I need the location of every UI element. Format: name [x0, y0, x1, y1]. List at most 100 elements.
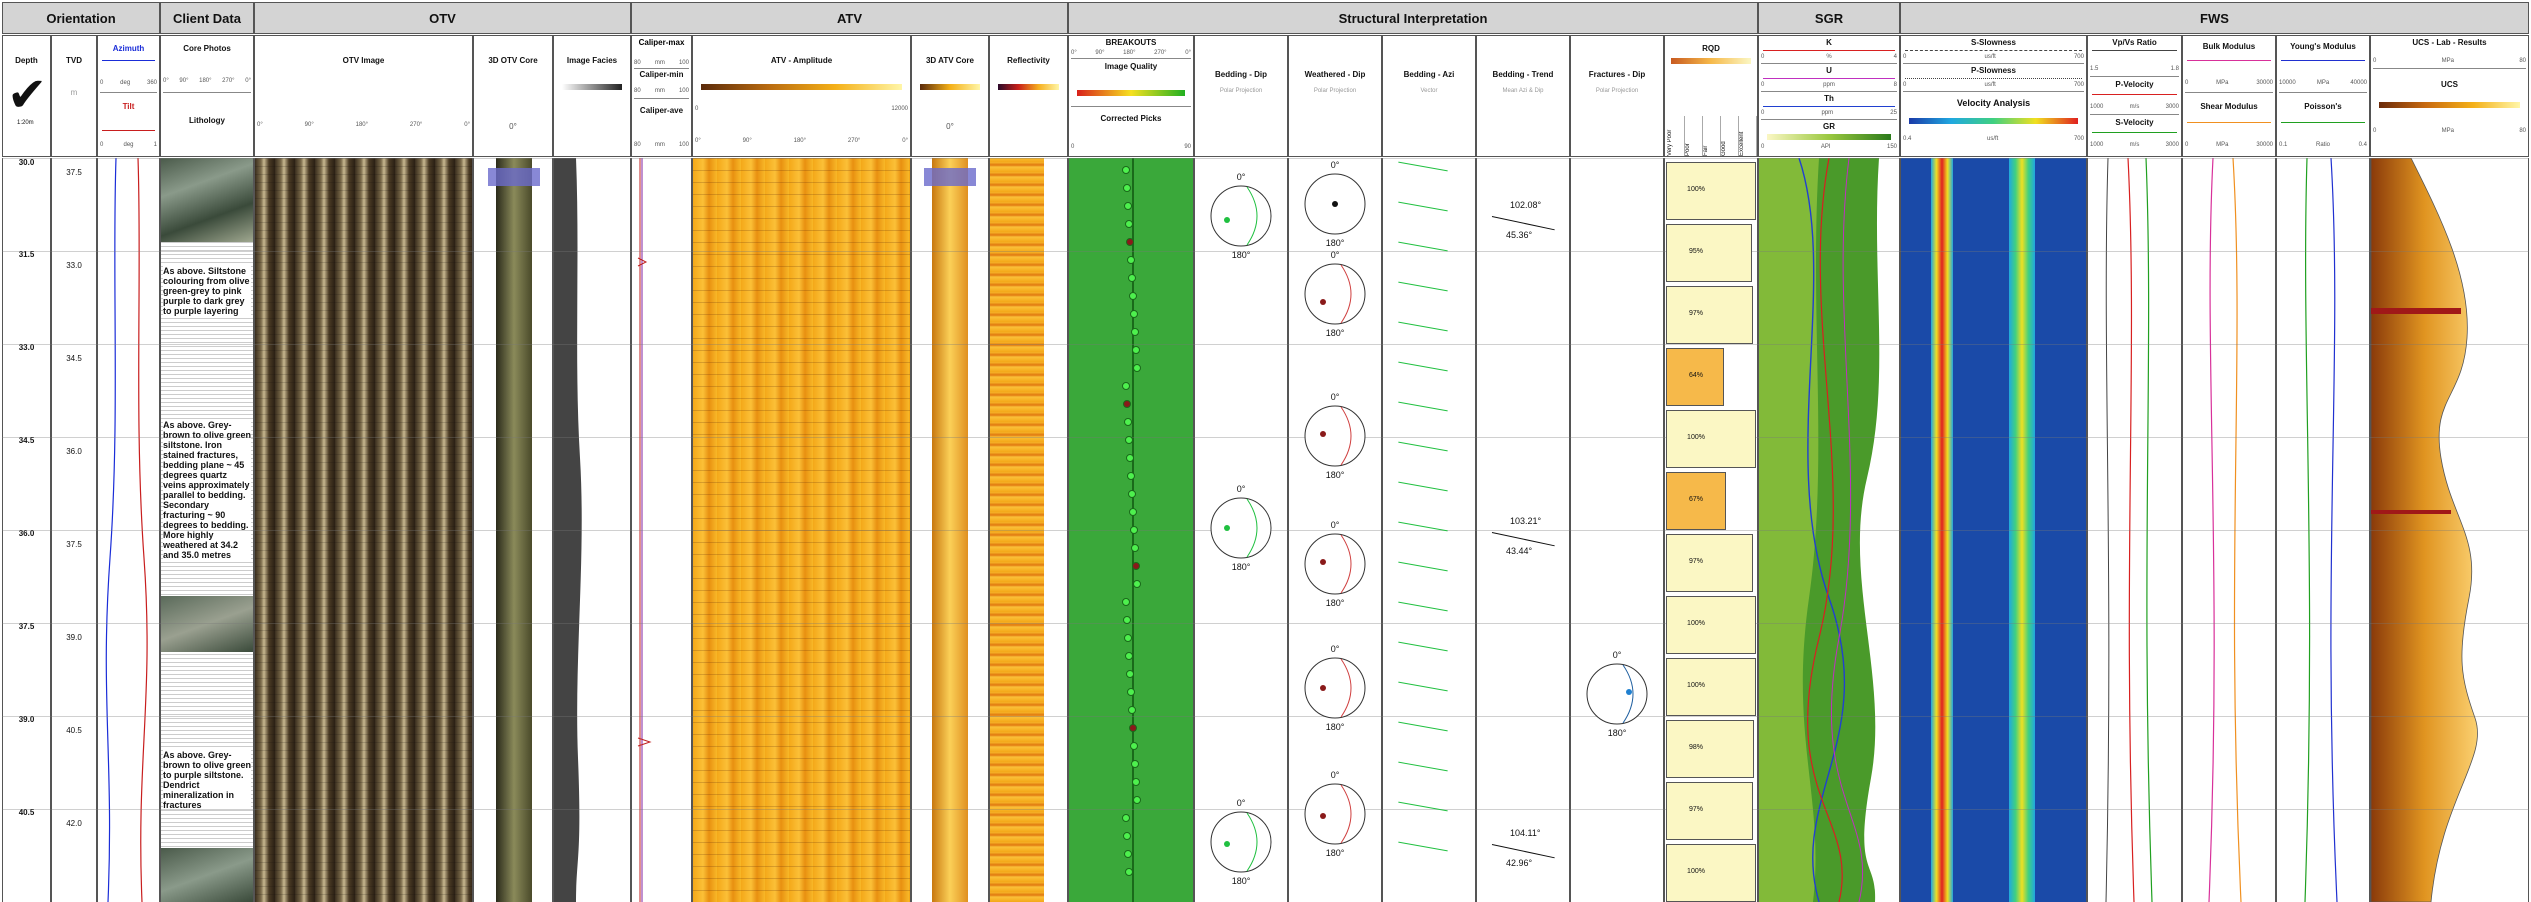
breakout-pick-dot	[1125, 220, 1133, 228]
gr-scale: 0 API 150	[1761, 144, 1897, 150]
tvd-label-2: 34.5	[66, 354, 82, 363]
breakout-pick-dot	[1122, 166, 1130, 174]
caliper-min-scale: 80 mm 100	[634, 88, 689, 94]
stereonet-circle	[1304, 657, 1366, 719]
weathered-dip-label: Weathered - Dip	[1304, 70, 1366, 79]
breakout-pick-dot	[1123, 184, 1131, 192]
trend-azi-value: 104.11°	[1510, 828, 1541, 838]
header-atv-core: 3D ATV Core 0°	[911, 35, 989, 157]
stereonet-bottom-label: 180°	[1325, 470, 1345, 480]
th-scale: 0 ppm 25	[1761, 110, 1897, 116]
core-photo-2	[161, 596, 253, 652]
stereonet-top-label: 0°	[1330, 250, 1340, 260]
rqd-bar	[1666, 224, 1752, 282]
breakout-pick-dot	[1132, 346, 1140, 354]
otv-core-cap	[488, 168, 540, 186]
p-slowness-label: P-Slowness	[1971, 66, 2016, 75]
core-photo-1	[161, 158, 253, 242]
tvd-label-4: 37.5	[66, 540, 82, 549]
breakout-pick-dot	[1132, 562, 1140, 570]
stereonet-top-label: 0°	[1330, 160, 1340, 170]
header-core-lithology: Core Photos 0° 90° 180° 270° 0° Lithology	[160, 35, 254, 157]
velocity-band-1	[1931, 158, 1953, 902]
caliper-max-scale: 80 mm 100	[634, 60, 689, 66]
tvd-unit: m	[70, 88, 78, 97]
rqd-label: RQD	[1702, 44, 1720, 53]
breakout-pick-dot	[1127, 688, 1135, 696]
caliper-ave-scale: 80 mm 100	[634, 142, 689, 148]
otv-overlay	[255, 158, 472, 902]
stereonet-top-label: 0°	[1236, 172, 1246, 182]
stereonet-top-label: 0°	[1236, 798, 1246, 808]
breakout-pick-dot	[1130, 310, 1138, 318]
otv-image-label: OTV Image	[342, 56, 385, 65]
stereonet-bottom-label: 180°	[1325, 848, 1345, 858]
atv-overlay	[693, 158, 910, 902]
depth-scale-label: 1:20m	[17, 120, 34, 126]
stereonet-weathered-3: 0° 180°	[1300, 392, 1370, 482]
bedding-trend-label: Bedding - Trend	[1492, 70, 1554, 79]
track-bulk-shear	[2182, 158, 2276, 902]
atv-core-cylinder	[932, 158, 968, 902]
depth-label-3: 34.5	[18, 436, 35, 445]
rqd-bar	[1666, 720, 1754, 778]
p-scale: 0 us/ft 700	[1903, 82, 2084, 88]
caliper-curves	[637, 158, 652, 902]
atv-colorbar	[701, 84, 902, 90]
rqd-categories: Very Poor Poor Fair Good Excellent	[1667, 116, 1757, 156]
k-label: K	[1826, 38, 1832, 47]
track-core-lithology: As above. Siltstone colouring from olive…	[160, 158, 254, 902]
u-label: U	[1826, 66, 1832, 75]
group-sgr-label: SGR	[1814, 10, 1844, 26]
header-depth: Depth ✔ 1:20m	[2, 35, 51, 157]
header-atv-amplitude: ATV - Amplitude 0 12000 0° 90° 180° 270° 0°	[692, 35, 911, 157]
breakout-pick-dot	[1129, 724, 1137, 732]
vpvs-scale: 1.5 1.8	[2090, 66, 2179, 72]
breakout-pick-dot	[1129, 508, 1137, 516]
stereonet-bottom-label: 180°	[1325, 598, 1345, 608]
breakout-pick-dot	[1131, 760, 1139, 768]
poisson-label: Poisson's	[2304, 102, 2342, 111]
header-bedding-dip: Bedding - Dip Polar Projection	[1194, 35, 1288, 157]
stereonet-top-label: 0°	[1236, 484, 1246, 494]
pv-scale: 1000 m/s 3000	[2090, 104, 2179, 110]
group-orientation: Orientation	[2, 2, 160, 34]
breakout-pick-dot	[1125, 436, 1133, 444]
s-scale: 0 us/ft 700	[1903, 54, 2084, 60]
stereonet-circle	[1210, 185, 1272, 247]
group-orientation-label: Orientation	[46, 10, 116, 26]
breakout-pick-dot	[1131, 544, 1139, 552]
stereonet-bottom-label: 180°	[1607, 728, 1627, 738]
track-velocity	[2087, 158, 2182, 902]
velocity-band-2	[2009, 158, 2035, 902]
stereonet-weathered-5: 0° 180°	[1300, 644, 1370, 734]
group-client: Client Data	[160, 2, 254, 34]
breakout-pick-dot	[1133, 796, 1141, 804]
breakout-pick-dot	[1129, 292, 1137, 300]
stereonet-weathered-4: 0° 180°	[1300, 520, 1370, 610]
stereonet-circle	[1210, 811, 1272, 873]
track-image-facies	[553, 158, 631, 902]
rqd-cat-2: Fair	[1703, 116, 1721, 156]
breakout-pick-dot	[1128, 490, 1136, 498]
stereonet-bedding-3: 0° 180°	[1206, 798, 1276, 888]
shear-scale: 0 MPa 30000	[2185, 142, 2273, 148]
rqd-value: 95%	[1688, 248, 1703, 255]
rqd-bar	[1666, 472, 1726, 530]
breakouts-scale: 0° 90° 180° 270° 0°	[1071, 50, 1191, 56]
checkmark-icon: ✔	[7, 69, 48, 122]
poisson-scale: 0.1 Ratio 0.4	[2279, 142, 2367, 148]
atv-core-scale: 0°	[946, 122, 954, 131]
ucs-label: UCS	[2441, 80, 2458, 89]
depth-label-7: 40.5	[18, 808, 35, 817]
rqd-value: 100%	[1687, 682, 1705, 689]
stereonet-weathered-2: 0° 180°	[1300, 250, 1370, 340]
header-otv-image: OTV Image 0° 90° 180° 270° 0°	[254, 35, 473, 157]
track-tvd: 37.5 33.0 34.5 36.0 37.5 39.0 40.5 42.0	[51, 158, 97, 902]
breakout-pick-dot	[1127, 256, 1135, 264]
image-quality-label: Image Quality	[1104, 62, 1158, 71]
stereonet-bedding-1: 0° 180°	[1206, 172, 1276, 262]
core-scale: 0° 90° 180° 270° 0°	[163, 78, 251, 84]
stereonet-top-label: 0°	[1330, 770, 1340, 780]
breakout-pick-dot	[1126, 454, 1134, 462]
